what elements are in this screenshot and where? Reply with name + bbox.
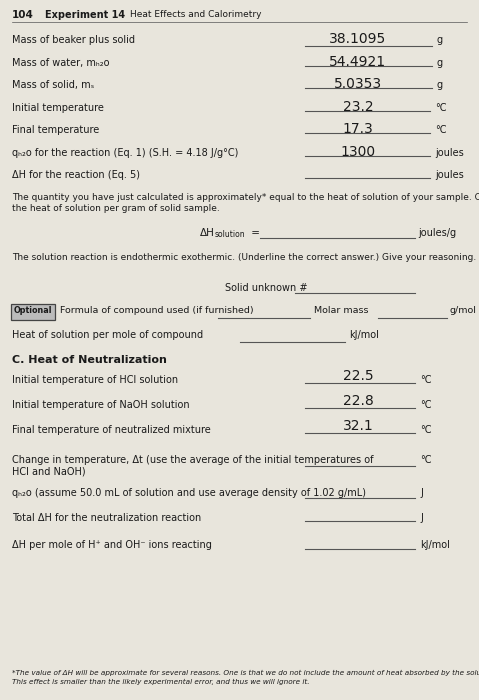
Text: 38.1095: 38.1095 xyxy=(330,32,387,46)
Text: 23.2: 23.2 xyxy=(342,100,373,114)
Text: The solution reaction is endothermic exothermic. (Underline the correct answer.): The solution reaction is endothermic exo… xyxy=(12,253,476,262)
Text: Molar mass: Molar mass xyxy=(314,306,368,315)
Text: g/mol: g/mol xyxy=(450,306,477,315)
Text: C. Heat of Neutralization: C. Heat of Neutralization xyxy=(12,355,167,365)
Text: J: J xyxy=(420,513,423,523)
Text: qₕ₂o (assume 50.0 mL of solution and use average density of 1.02 g/mL): qₕ₂o (assume 50.0 mL of solution and use… xyxy=(12,488,366,498)
Text: ΔH per mole of H⁺ and OH⁻ ions reacting: ΔH per mole of H⁺ and OH⁻ ions reacting xyxy=(12,540,212,550)
Text: 5.0353: 5.0353 xyxy=(334,77,382,91)
Text: kJ/mol: kJ/mol xyxy=(420,540,450,550)
Text: g: g xyxy=(437,35,443,45)
Text: Total ΔH for the neutralization reaction: Total ΔH for the neutralization reaction xyxy=(12,513,201,523)
Text: ΔH: ΔH xyxy=(200,228,215,238)
Text: 17.3: 17.3 xyxy=(342,122,373,136)
Text: =: = xyxy=(248,228,260,238)
Text: Mass of beaker plus solid: Mass of beaker plus solid xyxy=(12,35,135,45)
Text: The quantity you have just calculated is approximately* equal to the heat of sol: The quantity you have just calculated is… xyxy=(12,193,479,202)
Text: °C: °C xyxy=(420,375,432,385)
Text: 54.4921: 54.4921 xyxy=(330,55,387,69)
Text: 22.5: 22.5 xyxy=(342,369,373,383)
Text: °C: °C xyxy=(435,103,446,113)
Text: Mass of solid, mₛ: Mass of solid, mₛ xyxy=(12,80,94,90)
Text: Formula of compound used (if furnished): Formula of compound used (if furnished) xyxy=(60,306,253,315)
Text: *The value of ΔH will be approximate for several reasons. One is that we do not : *The value of ΔH will be approximate for… xyxy=(12,670,479,676)
Text: This effect is smaller than the likely experimental error, and thus we will igno: This effect is smaller than the likely e… xyxy=(12,679,309,685)
Text: Experiment 14: Experiment 14 xyxy=(45,10,125,20)
Text: 22.8: 22.8 xyxy=(342,394,373,408)
Text: Initial temperature of NaOH solution: Initial temperature of NaOH solution xyxy=(12,400,190,410)
Text: Optional: Optional xyxy=(14,306,52,315)
Text: joules: joules xyxy=(435,170,464,180)
Text: Final temperature: Final temperature xyxy=(12,125,99,135)
Text: Initial temperature of HCl solution: Initial temperature of HCl solution xyxy=(12,375,178,385)
Text: °C: °C xyxy=(420,425,432,435)
Text: ΔH for the reaction (Eq. 5): ΔH for the reaction (Eq. 5) xyxy=(12,170,140,180)
Text: 104: 104 xyxy=(12,10,34,20)
Text: Final temperature of neutralized mixture: Final temperature of neutralized mixture xyxy=(12,425,211,435)
Text: Change in temperature, Δt (use the average of the initial temperatures of
HCl an: Change in temperature, Δt (use the avera… xyxy=(12,455,374,477)
Text: Heat of solution per mole of compound: Heat of solution per mole of compound xyxy=(12,330,203,340)
Text: Initial temperature: Initial temperature xyxy=(12,103,104,113)
Text: °C: °C xyxy=(435,125,446,135)
Text: the heat of solution per gram of solid sample.: the heat of solution per gram of solid s… xyxy=(12,204,220,213)
FancyBboxPatch shape xyxy=(11,304,55,320)
Text: kJ/mol: kJ/mol xyxy=(349,330,379,340)
Text: 32.1: 32.1 xyxy=(342,419,373,433)
Text: g: g xyxy=(437,80,443,90)
Text: g: g xyxy=(437,58,443,68)
Text: Solid unknown #: Solid unknown # xyxy=(225,283,308,293)
Text: solution: solution xyxy=(215,230,246,239)
Text: Mass of water, mₕ₂o: Mass of water, mₕ₂o xyxy=(12,58,110,68)
Text: °C: °C xyxy=(420,455,432,465)
Text: 1300: 1300 xyxy=(341,145,376,159)
Text: qₕ₂o for the reaction (Eq. 1) (S.H. = 4.18 J/g°C): qₕ₂o for the reaction (Eq. 1) (S.H. = 4.… xyxy=(12,148,239,158)
Text: joules: joules xyxy=(435,148,464,158)
Text: Heat Effects and Calorimetry: Heat Effects and Calorimetry xyxy=(130,10,262,19)
Text: J: J xyxy=(420,488,423,498)
Text: °C: °C xyxy=(420,400,432,410)
Text: joules/g: joules/g xyxy=(418,228,456,238)
